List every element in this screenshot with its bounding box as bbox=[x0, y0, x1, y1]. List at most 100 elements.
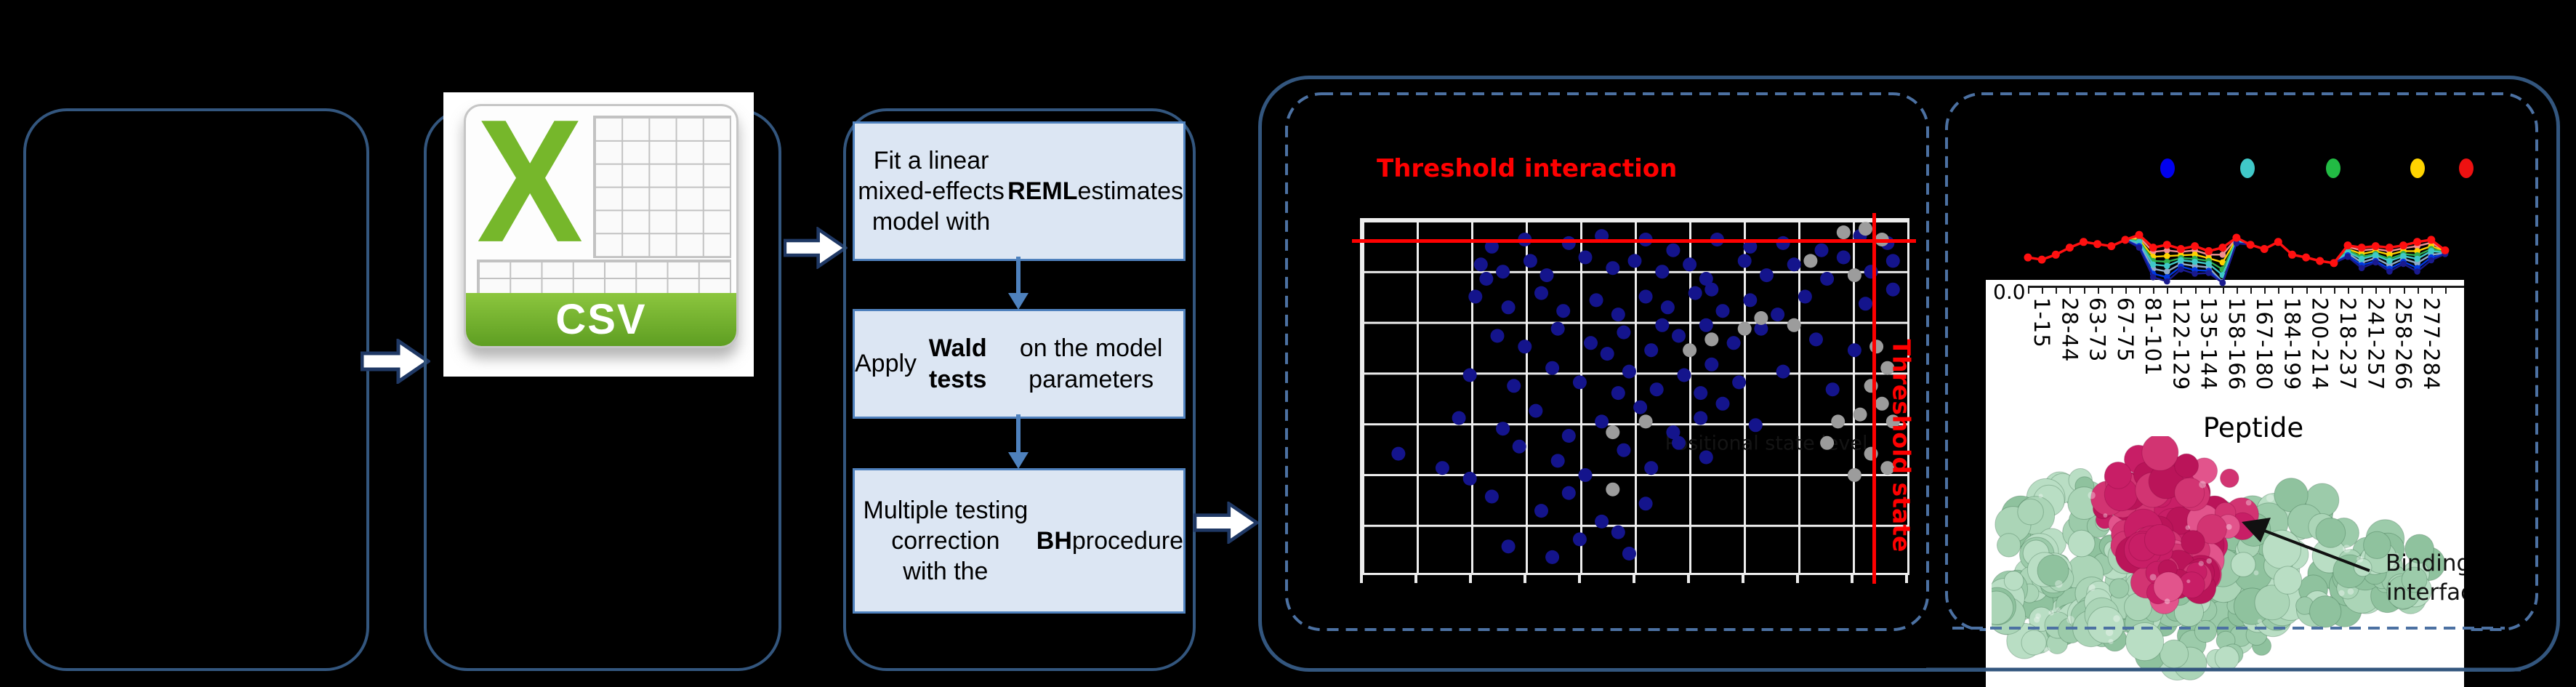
series-marker-navy bbox=[2428, 257, 2435, 264]
protein-surface-green bbox=[1992, 590, 2014, 625]
series-marker-red bbox=[2176, 245, 2185, 253]
series-marker-red bbox=[2302, 253, 2311, 262]
peptide-tick-label: 241-257 bbox=[2363, 297, 2388, 391]
peptide-figure-image: 0.0 1-15 28-44 63-73 67-75 81-101 122-129 135-… bbox=[1986, 280, 2464, 687]
protein-highlight bbox=[2341, 483, 2347, 489]
series-marker-red bbox=[2385, 244, 2394, 252]
series-marker-red bbox=[2024, 253, 2032, 262]
scatter-x-tick bbox=[1414, 575, 1417, 583]
series-marker-cyan bbox=[2414, 255, 2420, 262]
scatter-point-blue bbox=[1644, 343, 1659, 358]
protein-surface-green bbox=[2017, 498, 2044, 526]
scatter-point-blue bbox=[1732, 375, 1747, 390]
legend-dot-icon bbox=[2326, 158, 2340, 178]
protein-surface-green bbox=[2037, 554, 2069, 587]
scatter-point-blue bbox=[1743, 293, 1758, 308]
scatter-point-blue bbox=[1539, 268, 1554, 283]
scatter-point-gray bbox=[1859, 222, 1872, 236]
protein-binding-region-magenta bbox=[2181, 530, 2205, 555]
scatter-point-gray bbox=[1847, 268, 1861, 283]
series-marker-navy bbox=[2164, 278, 2170, 285]
scatter-point-blue bbox=[1638, 289, 1653, 304]
flow-step-wald-tests: Apply Wald tests on the model parameters bbox=[853, 309, 1186, 419]
series-marker-steel-blue bbox=[2164, 268, 2170, 275]
scatter-point-blue bbox=[1468, 289, 1483, 304]
protein-highlight bbox=[2055, 580, 2063, 588]
scatter-point-blue bbox=[1452, 411, 1466, 425]
scatter-point-blue bbox=[1622, 364, 1636, 379]
scatter-point-blue bbox=[1435, 461, 1449, 475]
scatter-point-blue bbox=[1809, 332, 1823, 347]
peptide-tick-label: 158-166 bbox=[2223, 297, 2249, 391]
scatter-point-gray bbox=[1638, 414, 1653, 429]
series-marker-cyan bbox=[2428, 248, 2435, 254]
panel-input bbox=[23, 108, 369, 671]
protein-highlight bbox=[2108, 638, 2114, 644]
scatter-point-blue bbox=[1584, 336, 1598, 350]
peptide-tick bbox=[2319, 288, 2322, 294]
scatter-point-blue bbox=[1595, 514, 1609, 529]
legend-dot-icon bbox=[2459, 158, 2474, 178]
scatter-point-blue bbox=[1699, 272, 1713, 286]
series-marker-red bbox=[2232, 233, 2241, 242]
peptide-tick-label: 81-101 bbox=[2141, 297, 2166, 377]
series-marker-red bbox=[2149, 244, 2157, 252]
protein-highlight bbox=[2103, 513, 2108, 518]
series-marker-red bbox=[2413, 238, 2422, 246]
legend-dot-icon bbox=[2160, 158, 2175, 178]
scatter-point-gray bbox=[1683, 343, 1697, 358]
scatter-point-blue bbox=[1715, 304, 1730, 318]
scatter-point-blue bbox=[1589, 293, 1603, 308]
scatter-point-blue bbox=[1606, 261, 1620, 276]
scatter-point-blue bbox=[1550, 321, 1565, 336]
scatter-point-gray bbox=[1836, 225, 1851, 240]
scatter-x-tick bbox=[1524, 575, 1526, 583]
protein-surface-green bbox=[2273, 566, 2303, 595]
protein-highlight bbox=[2226, 523, 2232, 530]
scatter-point-blue bbox=[1534, 286, 1548, 300]
panel-results-outer bbox=[1258, 76, 2560, 672]
protein-surface-green bbox=[2125, 622, 2165, 662]
peptide-tick bbox=[2250, 288, 2253, 294]
series-marker-navy bbox=[2149, 274, 2157, 281]
peptide-tick-label: 122-129 bbox=[2168, 297, 2194, 391]
peptide-tick-label: 67-75 bbox=[2112, 297, 2138, 363]
protein-highlight bbox=[2088, 491, 2096, 499]
scatter-point-blue bbox=[1490, 329, 1505, 343]
scatter-point-gray bbox=[1847, 468, 1861, 482]
protein-binding-region-magenta bbox=[2174, 453, 2199, 478]
scatter-x-tick bbox=[1742, 575, 1744, 583]
flow-step-text: BH bbox=[1036, 526, 1072, 555]
peptide-tick bbox=[2306, 288, 2308, 294]
scatter-point-blue bbox=[1672, 435, 1686, 450]
scatter-point-blue bbox=[1704, 357, 1719, 371]
scatter-point-gray bbox=[1820, 435, 1835, 450]
flow-step-text: Multiple testing correction with the bbox=[863, 496, 1029, 586]
excel-x-letter: X bbox=[476, 104, 584, 279]
scatter-point-blue bbox=[1776, 364, 1790, 379]
peptide-tick bbox=[2208, 288, 2210, 294]
scatter-point-blue bbox=[1501, 300, 1516, 315]
series-marker-cyan bbox=[2386, 257, 2393, 265]
peptide-tick bbox=[2069, 288, 2072, 294]
series-marker-red bbox=[2162, 241, 2171, 249]
peptide-tick bbox=[2389, 288, 2391, 294]
series-marker-navy bbox=[2358, 265, 2365, 271]
scatter-x-tick bbox=[1687, 575, 1690, 583]
scatter-point-blue bbox=[1683, 257, 1697, 272]
peptide-tick bbox=[2056, 288, 2058, 294]
scatter-point-gray bbox=[1875, 396, 1889, 411]
protein-highlight bbox=[2390, 562, 2397, 569]
series-marker-red bbox=[2316, 257, 2325, 265]
scatter-point-blue bbox=[1611, 525, 1625, 539]
peptide-tick bbox=[2292, 288, 2294, 294]
protein-highlight bbox=[2113, 615, 2120, 622]
series-marker-cyan bbox=[2372, 252, 2379, 259]
series-marker-navy bbox=[2414, 268, 2420, 275]
peptide-tick bbox=[2111, 288, 2113, 294]
protein-highlight bbox=[2149, 574, 2157, 581]
series-marker-cyan bbox=[2149, 261, 2157, 268]
series-marker-cyan bbox=[2164, 262, 2170, 270]
scatter-point-blue bbox=[1611, 386, 1625, 401]
scatter-point-blue bbox=[1627, 254, 1642, 268]
